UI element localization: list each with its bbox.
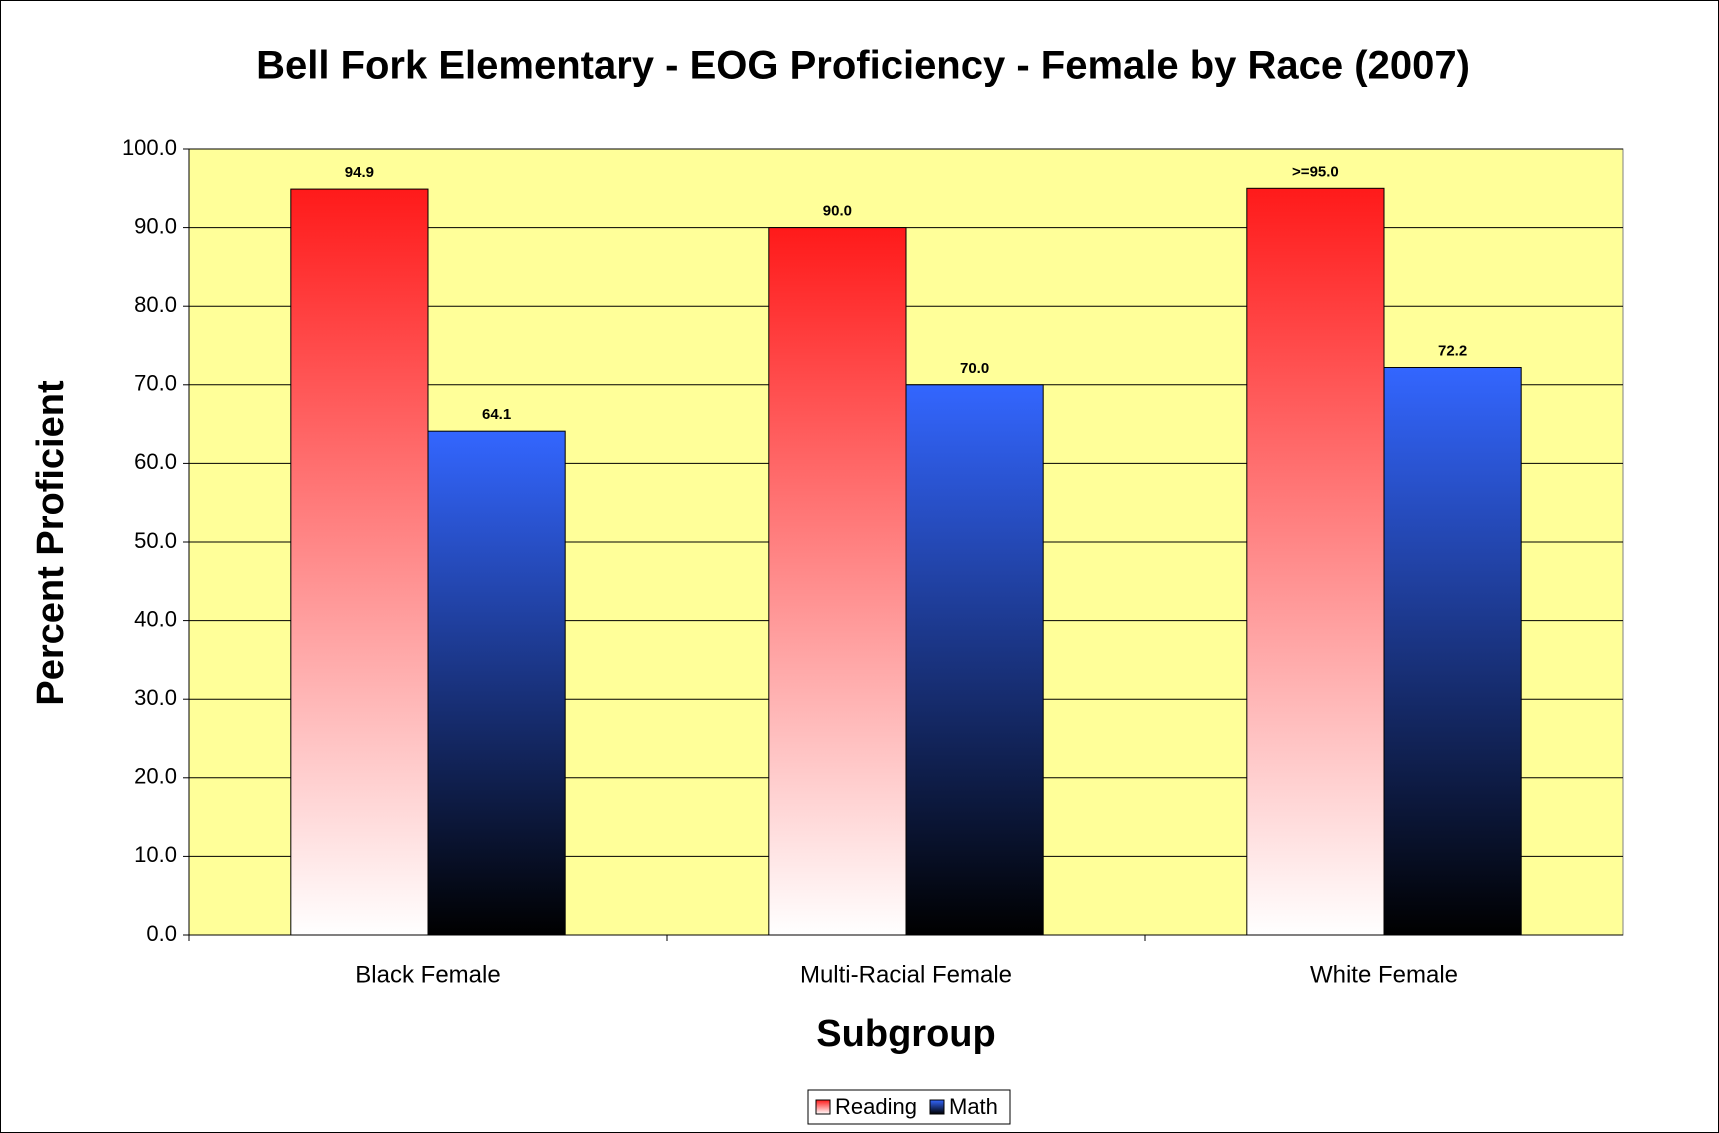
chart-title: Bell Fork Elementary - EOG Proficiency -… — [256, 44, 1470, 88]
y-tick-label: 60.0 — [134, 449, 177, 474]
bar — [768, 227, 907, 936]
y-tick-label: 80.0 — [134, 292, 177, 317]
y-tick-label: 100.0 — [122, 135, 177, 160]
legend-box — [807, 1089, 1011, 1125]
y-tick-label: 70.0 — [134, 371, 177, 396]
legend-swatch — [929, 1099, 945, 1115]
bar — [427, 430, 566, 936]
y-tick-label: 30.0 — [134, 685, 177, 710]
bar — [1383, 367, 1522, 936]
value-label: 90.0 — [823, 203, 852, 220]
bar — [905, 384, 1044, 936]
value-label: 64.1 — [482, 406, 511, 423]
x-tick-label: Multi-Racial Female — [800, 961, 1012, 988]
y-tick-label: 0.0 — [146, 921, 177, 946]
value-label: 70.0 — [960, 360, 989, 377]
value-label: 72.2 — [1438, 342, 1467, 359]
x-axis-label: Subgroup — [816, 1013, 995, 1055]
y-axis-label: Percent Proficient — [30, 380, 72, 706]
y-tick-label: 90.0 — [134, 213, 177, 238]
x-tick-label: White Female — [1310, 961, 1458, 988]
value-label: 94.9 — [345, 164, 374, 181]
value-label: >=95.0 — [1292, 163, 1339, 180]
y-tick-label: 20.0 — [134, 764, 177, 789]
y-tick-label: 10.0 — [134, 842, 177, 867]
bar — [290, 188, 429, 936]
legend-label: Math — [949, 1094, 998, 1119]
y-tick-label: 40.0 — [134, 606, 177, 631]
bar — [1246, 187, 1385, 936]
x-tick-label: Black Female — [355, 961, 500, 988]
legend-swatch — [815, 1099, 831, 1115]
y-tick-label: 50.0 — [134, 528, 177, 553]
legend-label: Reading — [835, 1094, 917, 1119]
